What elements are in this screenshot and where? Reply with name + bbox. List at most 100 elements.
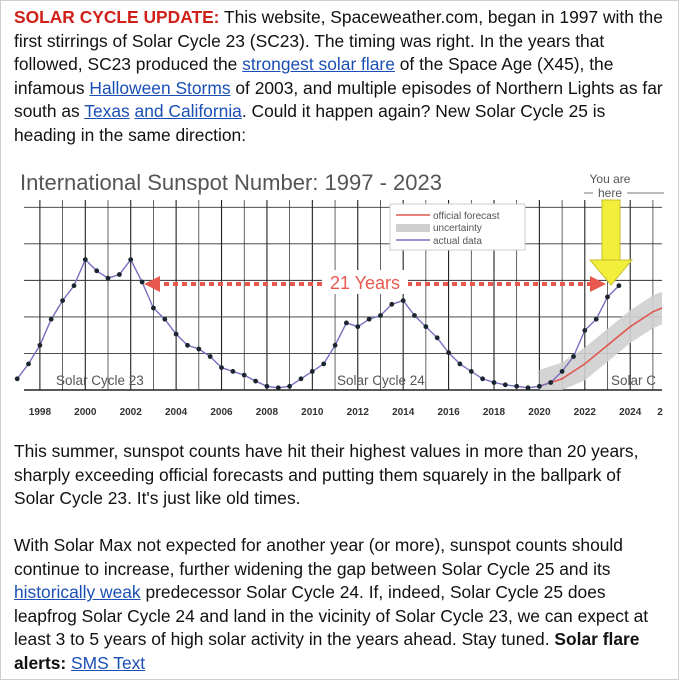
data-point	[230, 369, 236, 374]
data-point	[94, 268, 100, 274]
data-point	[185, 342, 190, 348]
you-are-label: You are	[590, 172, 631, 186]
data-point	[253, 378, 258, 384]
headline-label: SOLAR CYCLE UPDATE:	[14, 7, 220, 27]
x-tick-label: 2010	[301, 407, 324, 418]
forecast-uncertainty-band	[539, 291, 662, 390]
data-point	[162, 316, 168, 322]
data-point	[128, 257, 134, 262]
data-point	[71, 283, 77, 289]
data-point	[105, 275, 111, 281]
data-point	[446, 350, 451, 356]
cycle-24-label: Solar Cycle 24	[337, 373, 425, 388]
x-tick-label: 2014	[392, 407, 415, 418]
x-tick-label: 2012	[347, 407, 370, 418]
x-tick-label: 2022	[574, 407, 597, 418]
x-tick-label: 2020	[528, 407, 551, 418]
chart-legend: official forecast uncertainty actual dat…	[389, 203, 526, 251]
sunspot-chart-svg: International Sunspot Number: 1997 - 202…	[14, 158, 664, 428]
cycle-23-label: Solar Cycle 23	[56, 373, 144, 388]
data-point	[151, 305, 156, 311]
span-annotation: 21 Years	[144, 270, 606, 294]
data-point	[48, 316, 54, 322]
data-point	[321, 361, 327, 367]
data-point	[37, 342, 43, 348]
x-tick-label: 2016	[437, 407, 460, 418]
outlook-text-1: With Solar Max not expected for another …	[14, 535, 623, 579]
data-point	[423, 324, 429, 330]
intro-text-2: of the Space Age (X45), the infamous	[14, 54, 614, 98]
data-point	[264, 383, 270, 389]
data-point	[355, 324, 361, 330]
span-label: 21 Years	[330, 273, 400, 293]
data-point	[457, 361, 463, 367]
data-point	[139, 279, 145, 285]
data-point	[400, 298, 406, 303]
data-point	[117, 272, 122, 277]
data-point	[537, 383, 542, 389]
sms-text-link[interactable]: SMS Text	[71, 652, 146, 673]
data-point	[582, 328, 588, 333]
data-point	[468, 369, 474, 374]
x-tick-label: 1998	[29, 407, 52, 418]
data-point	[525, 385, 531, 391]
data-point	[196, 346, 202, 352]
chart-title: International Sunspot Number: 1997 - 202…	[20, 170, 442, 195]
data-point	[378, 313, 383, 318]
intro-text-3: of 2003, and multiple episodes of Northe…	[14, 77, 663, 122]
historically-weak-link[interactable]: historically weak	[14, 582, 141, 603]
legend-uncertainty-swatch	[396, 224, 430, 232]
x-tick-label: 2004	[165, 407, 188, 418]
outlook-text-2: predecessor Solar Cycle 24. If, indeed, …	[14, 582, 649, 650]
data-point	[207, 354, 213, 359]
data-point	[412, 313, 417, 318]
data-point	[60, 298, 65, 303]
span-arrow-left	[144, 276, 160, 292]
intro-paragraph: SOLAR CYCLE UPDATE: This website, Spacew…	[14, 6, 666, 148]
data-point	[559, 369, 565, 374]
data-point	[514, 383, 520, 389]
data-point	[275, 385, 281, 391]
data-point	[434, 335, 440, 341]
x-tick-label: 2018	[483, 407, 506, 418]
data-point	[571, 354, 576, 359]
intro-text-1: This website, Spaceweather.com, began in…	[14, 7, 663, 75]
data-point	[366, 316, 372, 322]
cycle-25-label: Solar C	[611, 373, 656, 388]
forecast-line	[539, 307, 663, 388]
data-point	[389, 301, 395, 307]
legend-actual-label: actual data	[433, 236, 482, 247]
data-point	[344, 320, 349, 326]
x-tick-label: 2024	[619, 407, 642, 418]
data-point	[298, 376, 304, 382]
texas-link[interactable]: Texas	[84, 101, 130, 122]
here-label: here	[598, 186, 622, 200]
outlook-paragraph: With Solar Max not expected for another …	[14, 534, 666, 676]
x-tick-label: 2002	[120, 407, 143, 418]
halloween-storms-link[interactable]: Halloween Storms	[89, 77, 231, 98]
legend-uncertainty-label: uncertainty	[433, 223, 482, 234]
data-point	[309, 369, 315, 374]
data-point	[287, 383, 292, 389]
data-point	[241, 372, 247, 378]
you-are-here-arrow	[588, 199, 634, 286]
data-point	[82, 257, 88, 262]
data-point	[219, 365, 224, 370]
data-point	[491, 380, 497, 385]
data-point	[26, 361, 31, 367]
x-tick-label: 2	[657, 407, 663, 418]
data-point	[616, 283, 622, 289]
california-link[interactable]: and California	[134, 101, 242, 122]
x-tick-label: 2008	[256, 407, 279, 418]
x-tick-label: 2006	[210, 407, 233, 418]
data-point	[14, 376, 20, 382]
data-point	[605, 294, 610, 300]
legend-forecast-label: official forecast	[433, 211, 500, 222]
strongest-flare-link[interactable]: strongest solar flare	[242, 54, 395, 75]
data-point	[548, 380, 554, 385]
x-tick-label: 2000	[74, 407, 97, 418]
data-point	[502, 382, 508, 388]
data-point	[332, 342, 338, 348]
intro-text-5: . Could it happen again? New Solar Cycle…	[14, 101, 606, 145]
span-arrow-right	[590, 276, 606, 292]
